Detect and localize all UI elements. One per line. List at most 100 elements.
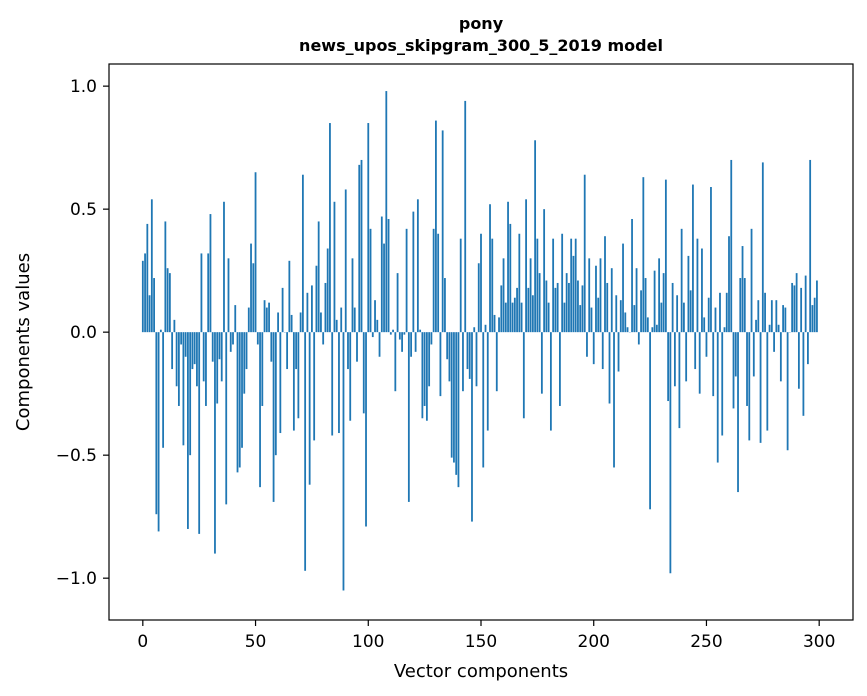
bar — [791, 282, 794, 333]
bar — [518, 233, 521, 333]
bar — [622, 243, 624, 333]
bar — [568, 282, 570, 333]
bar — [500, 285, 503, 333]
bar — [306, 292, 309, 333]
bar — [536, 238, 539, 333]
bar — [728, 236, 730, 333]
bar — [396, 273, 399, 333]
bar — [322, 332, 325, 345]
x-tick-label: 300 — [803, 632, 835, 652]
bar — [252, 263, 255, 333]
bar — [491, 238, 494, 333]
bar — [205, 332, 207, 406]
bar — [757, 300, 760, 333]
bar — [473, 327, 476, 333]
bar — [295, 332, 298, 370]
bar — [565, 273, 568, 333]
bar — [468, 332, 471, 379]
bar — [383, 243, 385, 333]
bar — [419, 329, 422, 333]
bar — [631, 218, 633, 333]
bar — [646, 317, 649, 333]
bar — [782, 305, 785, 333]
bar — [775, 300, 778, 333]
bar — [313, 332, 316, 441]
bar — [477, 263, 480, 333]
bar — [367, 123, 370, 333]
bar — [444, 278, 446, 333]
bar — [250, 243, 252, 333]
bar — [644, 278, 647, 333]
bar — [739, 278, 742, 333]
bar — [326, 248, 329, 333]
x-tick-label: 250 — [690, 632, 722, 652]
bar — [549, 332, 552, 431]
bar — [232, 332, 234, 345]
bar — [378, 332, 381, 357]
bar — [559, 332, 561, 406]
bar — [437, 233, 440, 333]
bar — [653, 270, 656, 333]
bar — [595, 265, 597, 333]
bar — [743, 278, 746, 333]
bar — [520, 302, 523, 333]
bar — [721, 332, 724, 436]
bar — [624, 312, 627, 333]
bar — [344, 189, 347, 333]
bar — [556, 282, 559, 333]
bar — [247, 307, 250, 333]
bar — [141, 260, 144, 333]
bar — [807, 332, 809, 365]
bar — [153, 278, 155, 333]
bar — [265, 307, 268, 333]
bar — [662, 273, 665, 333]
bar — [750, 228, 753, 333]
bar — [527, 287, 530, 333]
bar — [329, 123, 331, 333]
bar — [414, 332, 417, 352]
bar — [816, 280, 818, 333]
bar — [563, 302, 566, 333]
y-tick-label: 1.0 — [70, 77, 97, 97]
bar — [403, 332, 406, 335]
bar — [552, 238, 555, 333]
bar — [804, 275, 807, 333]
bar — [655, 324, 658, 333]
bar — [601, 332, 604, 370]
bar — [664, 179, 667, 333]
bar — [554, 287, 557, 333]
bar — [164, 221, 167, 333]
bar — [308, 332, 311, 485]
bar — [683, 302, 685, 333]
bar — [716, 332, 719, 463]
bar — [453, 332, 455, 463]
bar — [290, 314, 293, 333]
bar — [522, 332, 525, 419]
bar — [342, 332, 345, 591]
bar — [412, 211, 415, 333]
bar — [148, 295, 151, 333]
bar — [471, 332, 473, 522]
bar — [784, 307, 787, 333]
x-tick-label: 50 — [245, 632, 267, 652]
x-tick-label: 200 — [578, 632, 610, 652]
bar — [619, 300, 622, 333]
bar — [353, 307, 356, 333]
bar — [173, 319, 176, 333]
bar — [259, 332, 261, 488]
bar — [207, 253, 210, 333]
bar — [599, 258, 602, 333]
bar — [766, 332, 769, 431]
bar — [813, 297, 816, 333]
bar — [678, 332, 681, 429]
bar — [171, 332, 174, 370]
bar — [324, 282, 327, 333]
bar — [193, 332, 196, 365]
y-axis-ticks: −1.0 −0.5 0.0 0.5 1.0 — [56, 77, 109, 589]
bar — [547, 302, 550, 333]
bar — [349, 332, 352, 421]
bar — [216, 332, 219, 404]
bar — [360, 159, 363, 333]
bar — [586, 332, 588, 357]
bar — [658, 258, 661, 333]
